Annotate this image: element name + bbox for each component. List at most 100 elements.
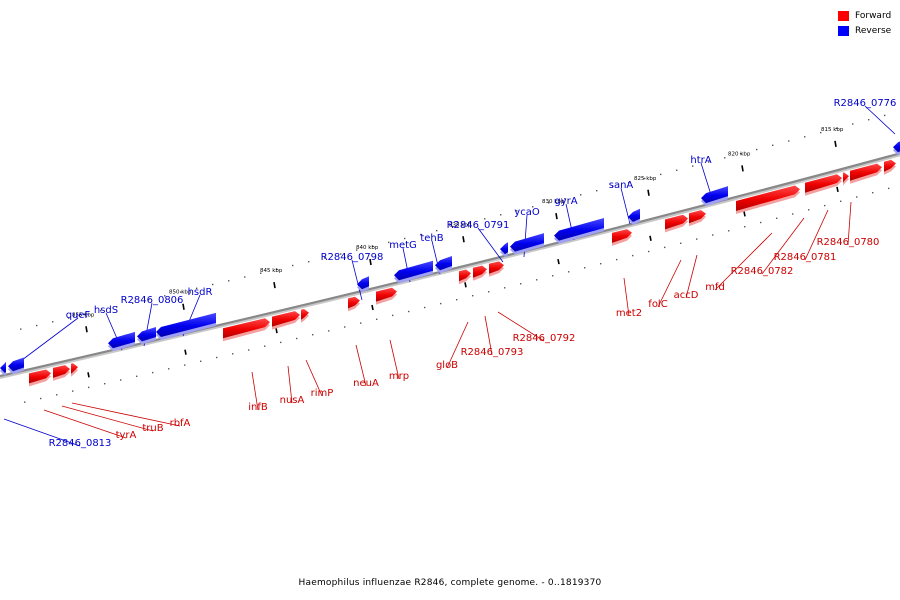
ring-dot: [292, 264, 294, 267]
legend-forward-label: Forward: [855, 10, 892, 21]
ring-dot: [516, 210, 518, 212]
forward-feature: [665, 214, 688, 230]
forward-feature: [884, 159, 896, 172]
ring-dot: [84, 313, 86, 316]
ring-dot: [600, 263, 602, 265]
ring-dot: [696, 238, 698, 240]
ring-dot: [536, 279, 538, 281]
gene-met2-label: met2: [616, 308, 642, 319]
gene-R2846_0806-label: R2846_0806: [121, 295, 184, 306]
gene-tyrA-label: tyrA: [116, 430, 137, 441]
ring-dot: [120, 379, 122, 381]
ring-dot: [264, 345, 266, 347]
reverse-feature: [394, 260, 433, 281]
major-tick: [184, 349, 187, 355]
gene-hsdR-label: hsdR: [188, 287, 213, 298]
ring-dot: [580, 194, 582, 196]
ring-dot: [792, 213, 794, 215]
forward-feature: [473, 265, 487, 278]
reverse-feature: [435, 256, 452, 271]
ring-dot: [88, 386, 90, 389]
ring-dot: [756, 148, 758, 151]
ring-dot: [324, 257, 326, 259]
ring-dot: [20, 328, 22, 330]
ring-dot: [552, 275, 554, 277]
gene-R2846_0813-label: R2846_0813: [49, 438, 112, 449]
ring-dot: [296, 337, 298, 340]
ring-dot: [820, 131, 822, 134]
forward-feature: [850, 163, 882, 181]
ring-dot: [168, 368, 170, 370]
ring-dot: [440, 302, 442, 305]
ring-dot: [356, 249, 358, 251]
gene-tyrA-leader: [43, 409, 127, 439]
ring-dot: [196, 287, 198, 289]
gene-mrp-leader: [389, 339, 400, 380]
major-tick: [836, 186, 839, 193]
gene-truB-leader: [61, 405, 154, 432]
ring-dot: [452, 226, 454, 228]
ring-dot: [308, 261, 310, 263]
forward-feature: [223, 318, 270, 339]
gene-rbfA-leader: [71, 402, 181, 427]
gene-met2-leader: [623, 277, 630, 317]
major-tick: [743, 211, 746, 217]
ring-dot: [100, 310, 102, 312]
gene-metG-label: metG: [389, 240, 417, 251]
ring-dot: [872, 192, 874, 194]
ring-dot: [504, 287, 506, 289]
ring-dot: [372, 245, 374, 247]
gene-nusA-leader: [287, 365, 293, 404]
ring-dot: [36, 324, 38, 327]
ring-dot: [712, 234, 714, 236]
ring-dot: [152, 371, 154, 374]
ring-dot: [564, 198, 566, 200]
forward-feature: [53, 365, 70, 378]
gene-R2846_0782-label: R2846_0782: [731, 266, 794, 277]
gene-R2846_0792-label: R2846_0792: [513, 333, 576, 344]
major-tick: [273, 281, 276, 289]
gene-accD-label: accD: [674, 290, 699, 301]
ring-dot: [40, 397, 42, 400]
ring-dot: [468, 222, 470, 224]
gene-accD-leader: [685, 254, 698, 299]
major-tick: [557, 258, 560, 265]
gene-gloB-leader: [446, 321, 469, 369]
major-tick: [371, 304, 374, 311]
gene-queF-leader: [13, 317, 79, 367]
gene-R2846_0798-leader: [351, 259, 363, 301]
ring-dot: [884, 114, 886, 117]
gene-R2846_0782-leader: [761, 217, 805, 275]
legend-reverse-label: Reverse: [855, 25, 892, 36]
ring-dot: [772, 144, 774, 146]
forward-feature: [805, 174, 842, 193]
ring-dot: [212, 283, 214, 286]
ring-dot: [132, 302, 134, 304]
tick-label: 835 kbp: [449, 222, 472, 228]
ring-dot: [376, 318, 378, 320]
ring-dot: [436, 229, 438, 232]
ring-dot: [52, 321, 54, 323]
ring-dot: [260, 272, 262, 274]
ring-dot: [420, 233, 422, 236]
ring-dot: [692, 165, 694, 167]
ring-dot: [568, 271, 570, 273]
reverse-feature: [510, 233, 544, 252]
forward-feature: [489, 261, 504, 274]
ring-dot: [248, 349, 250, 351]
ring-dot: [744, 226, 746, 228]
ring-dot: [836, 127, 838, 129]
ring-dot: [104, 383, 106, 385]
gene-R2846_0798-label: R2846_0798: [321, 252, 384, 263]
gene-R2846_0791-leader: [477, 227, 504, 263]
gene-gloB-label: gloB: [436, 360, 458, 371]
major-tick: [275, 327, 278, 334]
gene-sanA-label: sanA: [609, 180, 634, 191]
tick-label: 815 kbp: [821, 127, 844, 133]
forward-feature: [376, 287, 397, 302]
ring-dot: [676, 169, 678, 171]
ring-dot: [804, 136, 806, 138]
reverse-feature: [500, 242, 508, 255]
ring-dot: [548, 202, 550, 204]
